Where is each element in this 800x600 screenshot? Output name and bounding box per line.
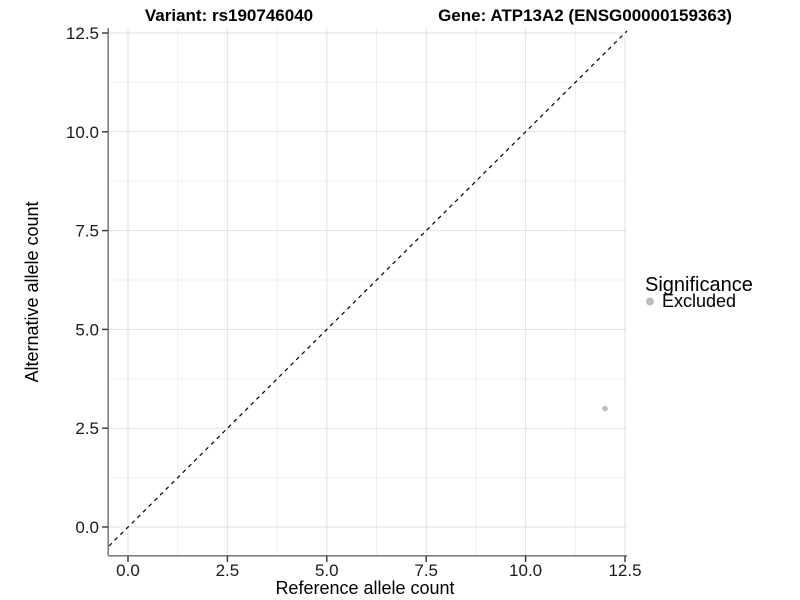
gene-title: Gene: ATP13A2 (ENSG00000159363) xyxy=(438,6,732,25)
y-tick-label: 7.5 xyxy=(75,222,99,241)
y-tick-labels: 0.0 2.5 5.0 7.5 10.0 12.5 xyxy=(66,24,99,537)
x-tick-label: 7.5 xyxy=(414,561,438,580)
x-tick-label: 2.5 xyxy=(216,561,240,580)
y-tick-label: 10.0 xyxy=(66,123,99,142)
x-tick-label: 10.0 xyxy=(509,561,542,580)
legend: Significance Excluded xyxy=(645,274,753,311)
y-axis-ticks xyxy=(102,32,108,528)
legend-key-dot xyxy=(646,297,654,306)
legend-item-label: Excluded xyxy=(662,291,736,311)
x-tick-label: 5.0 xyxy=(315,561,339,580)
x-axis-ticks xyxy=(127,556,626,562)
plot-panel xyxy=(109,28,627,555)
x-tick-labels: 0.0 2.5 5.0 7.5 10.0 12.5 xyxy=(116,561,641,580)
y-tick-label: 2.5 xyxy=(75,419,99,438)
legend-item-excluded: Excluded xyxy=(646,291,736,311)
identity-dashed-line xyxy=(108,30,628,547)
grid-minor xyxy=(109,28,627,555)
y-tick-label: 5.0 xyxy=(75,320,99,339)
x-tick-label: 0.0 xyxy=(116,561,140,580)
y-axis-title: Alternative allele count xyxy=(22,201,42,382)
x-tick-label: 12.5 xyxy=(608,561,641,580)
x-axis-title: Reference allele count xyxy=(275,578,454,598)
grid-major xyxy=(109,28,627,555)
legend-title: Significance xyxy=(645,274,753,296)
data-point-excluded xyxy=(602,405,608,412)
y-tick-label: 0.0 xyxy=(75,518,99,537)
variant-title: Variant: rs190746040 xyxy=(145,6,313,25)
y-tick-label: 12.5 xyxy=(66,24,99,43)
